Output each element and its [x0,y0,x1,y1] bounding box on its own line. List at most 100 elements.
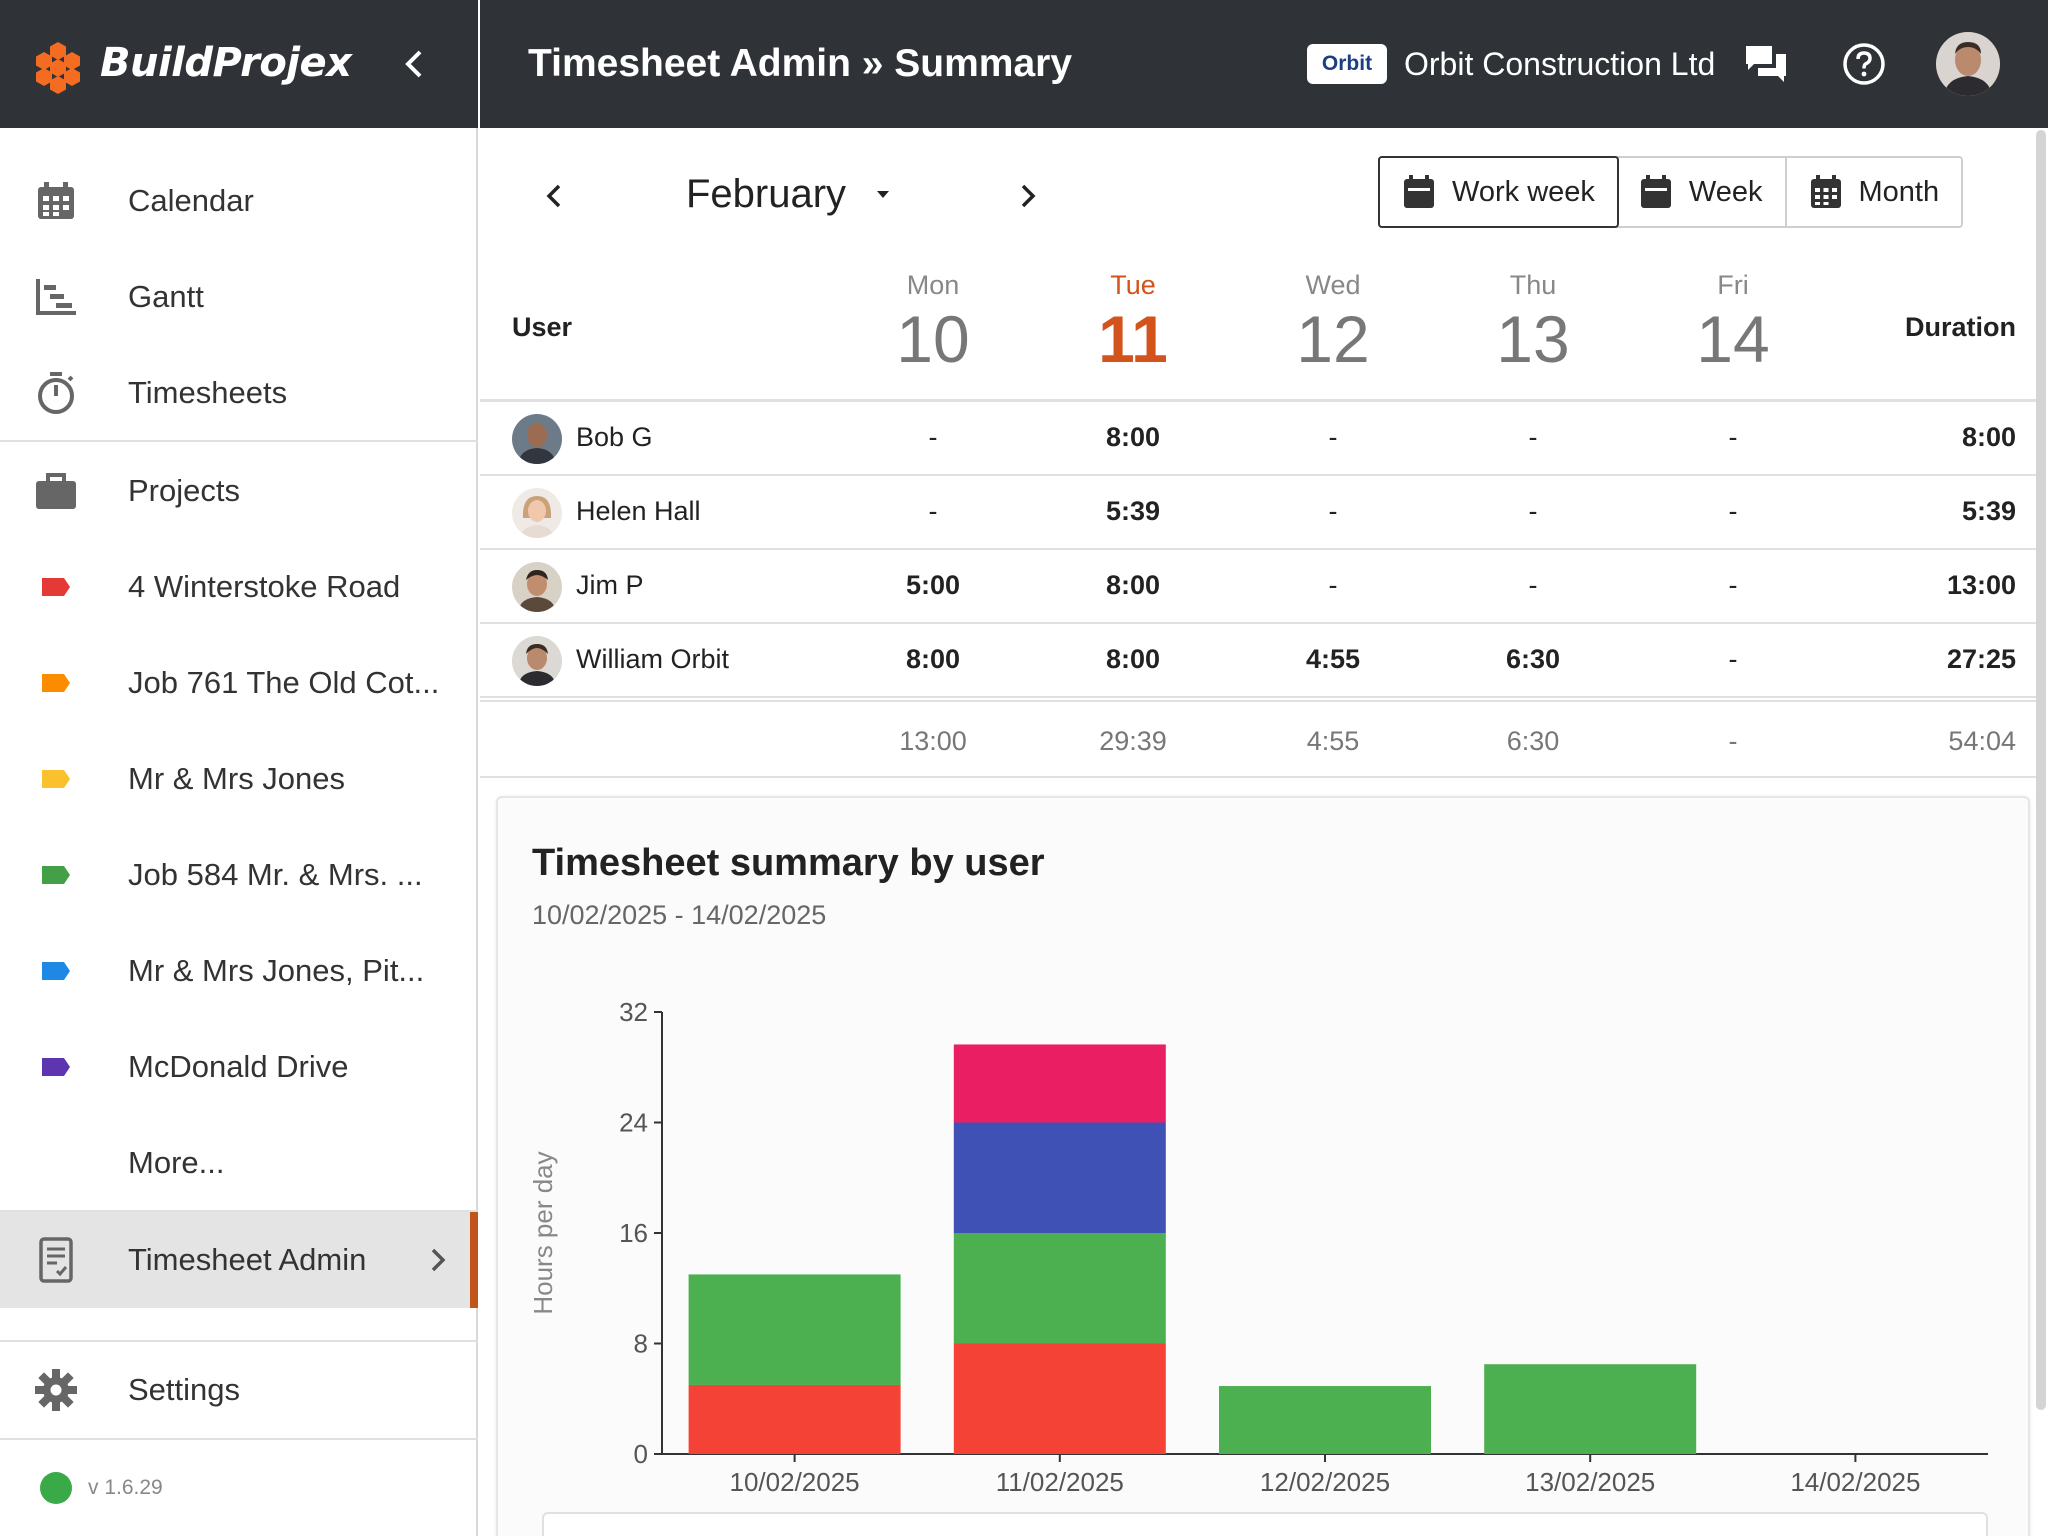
chevron-right-icon [431,1248,446,1272]
sidebar: BuildProjex Calendar Gantt Timesheets Pr… [0,0,478,1536]
table-cell: 6:30 [1505,644,1561,674]
row-duration: 27:25 [1946,644,2016,674]
org-name[interactable]: Orbit Construction Ltd [1404,46,1716,82]
row-duration: 8:00 [1961,422,2016,452]
totals-row: 13:00 29:39 4:55 6:30 - 54:04 [480,700,2040,778]
sidebar-item-project-job-584[interactable]: Job 584 Mr. & Mrs. ... [0,827,478,923]
next-period-button[interactable] [1016,178,1040,214]
table-cell: - [1528,496,1538,526]
sidebar-item-label: Settings [128,1372,241,1407]
table-row[interactable]: William Orbit 8:00 8:00 4:55 6:30 - 27:2… [480,624,2040,698]
table-row[interactable]: Bob G - 8:00 - - - 8:00 [480,402,2040,476]
sidebar-item-timesheets[interactable]: Timesheets [0,345,478,441]
sidebar-item-label: Job 584 Mr. & Mrs. ... [128,857,423,892]
table-cell: 8:00 [1105,644,1161,674]
table-row[interactable]: Helen Hall - 5:39 - - - 5:39 [480,476,2040,550]
sidebar-item-timesheet-admin[interactable]: Timesheet Admin [0,1212,478,1308]
user-avatar[interactable] [1936,32,2000,96]
sidebar-item-project-mr-mrs-jones-pit[interactable]: Mr & Mrs Jones, Pit... [0,923,478,1019]
x-tick-label: 10/02/2025 [730,1467,860,1497]
column-header-tue: Tue 11 [1033,270,1233,377]
calendar-icon [1404,175,1434,208]
user-name[interactable]: Bob G [576,422,653,452]
calendar-icon [34,179,78,223]
user-name[interactable]: William Orbit [576,644,729,674]
brand-bar: BuildProjex [0,0,478,128]
bar-segment [1219,1386,1431,1454]
view-label: Work week [1452,175,1595,208]
org-logo: Orbit [1307,44,1387,84]
help-icon[interactable] [1842,42,1886,86]
day-name: Tue [1110,270,1156,300]
chart-footer-panel [542,1512,1988,1536]
bar-segment [953,1233,1166,1344]
user-name[interactable]: Helen Hall [576,496,701,526]
row-duration: 13:00 [1946,570,2016,600]
user-name[interactable]: Jim P [576,570,644,600]
divider [0,1340,478,1342]
table-header-row: User Mon 10 Tue 11 Wed 12 Thu 13 Fri 14 Durat… [480,258,2040,402]
table-cell: 8:00 [905,644,961,674]
table-cell: - [1728,496,1738,526]
table-cell: - [1528,570,1538,600]
tag-icon [34,1045,78,1089]
table-cell: 5:00 [905,570,961,600]
view-week-button[interactable]: Week [1617,158,1787,226]
sidebar-item-label: Mr & Mrs Jones, Pit... [128,953,425,988]
previous-period-button[interactable] [542,178,566,214]
calendar-icon [1640,175,1671,208]
sidebar-item-project-4-winterstoke-road[interactable]: 4 Winterstoke Road [0,539,478,635]
y-tick-label: 8 [634,1329,648,1359]
total-cell: 6:30 [1506,726,1560,756]
version-text: v 1.6.29 [88,1476,163,1499]
tag-icon [34,757,78,801]
avatar [512,562,562,612]
view-month-button[interactable]: Month [1787,158,1962,226]
day-name: Thu [1509,270,1557,300]
sidebar-item-project-job-761[interactable]: Job 761 The Old Cot... [0,635,478,731]
sidebar-item-more[interactable]: More... [0,1115,478,1211]
tag-icon [34,661,78,705]
sidebar-item-projects[interactable]: Projects [0,443,478,539]
table-cell: - [1728,422,1738,452]
sidebar-item-project-mr-mrs-jones[interactable]: Mr & Mrs Jones [0,731,478,827]
view-label: Month [1858,175,1940,208]
sidebar-item-project-mcdonald-drive[interactable]: McDonald Drive [0,1019,478,1115]
table-row[interactable]: Jim P 5:00 8:00 - - - 13:00 [480,550,2040,624]
chat-icon[interactable] [1744,42,1788,86]
column-header-thu: Thu 13 [1433,270,1633,377]
divider [0,440,478,442]
sidebar-item-calendar[interactable]: Calendar [0,153,478,249]
collapse-sidebar-icon[interactable] [398,42,430,86]
view-work-week-button[interactable]: Work week [1378,156,1619,228]
day-date: 13 [1496,302,1570,376]
sidebar-item-label: 4 Winterstoke Road [128,569,401,604]
tag-icon [34,853,78,897]
table-cell: - [1328,422,1338,452]
y-tick-label: 32 [619,997,648,1027]
y-axis-label: Hours per day [528,1151,558,1314]
bar-segment [688,1384,901,1454]
tag-icon [34,949,78,993]
divider [0,1210,478,1212]
sidebar-item-label: Calendar [128,183,254,218]
stopwatch-icon [34,371,78,415]
month-selector[interactable]: February [686,172,847,216]
stacked-bar-chart: 0 8 16 24 32 Hours per day 10/02/2025 11/02/202… [528,997,1988,1497]
table-cell: 8:00 [1105,570,1161,600]
date-toolbar: February Work week Week Month [480,128,2040,258]
caret-down-icon[interactable] [874,188,892,200]
sidebar-item-label: Projects [128,473,240,508]
timesheet-document-icon [34,1237,78,1283]
sidebar-item-gantt[interactable]: Gantt [0,249,478,345]
page-scrollbar[interactable] [2036,130,2046,1410]
timesheet-summary-table: User Mon 10 Tue 11 Wed 12 Thu 13 Fri 14 Durat… [480,258,2040,778]
sidebar-item-label: Job 761 The Old Cot... [128,665,440,700]
brand-logo-icon [36,42,80,94]
sidebar-item-settings[interactable]: Settings [0,1342,478,1438]
total-cell: 29:39 [1099,726,1167,756]
sidebar-item-label: Mr & Mrs Jones [128,761,346,796]
total-cell: 4:55 [1306,726,1360,756]
column-header-wed: Wed 12 [1233,270,1433,377]
view-label: Week [1688,175,1763,208]
